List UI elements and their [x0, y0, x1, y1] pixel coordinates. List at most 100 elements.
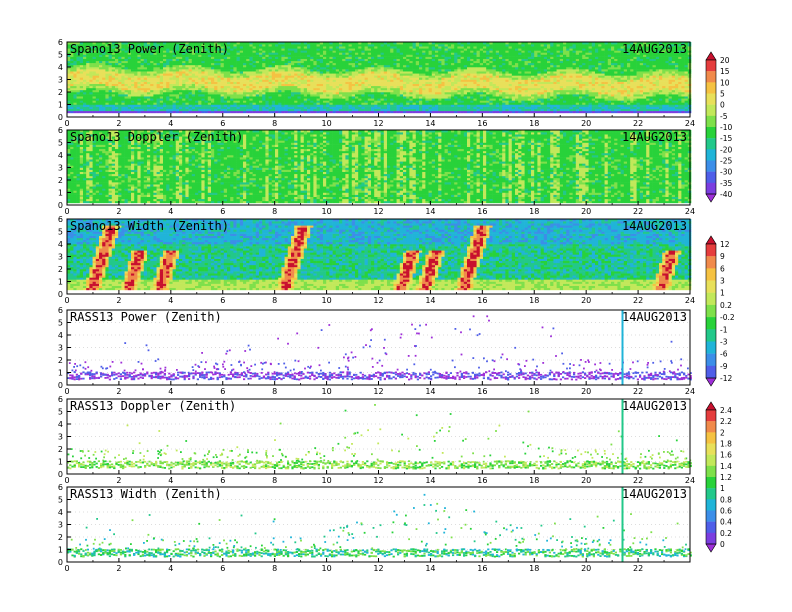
heatmap-cell [163, 77, 167, 79]
heatmap-cell [185, 67, 189, 69]
heatmap-cell [406, 94, 410, 96]
heatmap-cell [365, 46, 369, 48]
heatmap-cell [486, 48, 490, 50]
heatmap-cell [208, 73, 212, 75]
heatmap-cell [425, 48, 429, 50]
heatmap-cell [358, 65, 362, 67]
heatmap-cell [483, 84, 487, 86]
heatmap-cell [397, 65, 401, 67]
heatmap-cell [253, 111, 257, 113]
heatmap-cell [505, 46, 509, 48]
heatmap-cell [406, 77, 410, 79]
heatmap-cell [259, 67, 263, 69]
heatmap-cell [288, 92, 292, 94]
heatmap-cell [134, 77, 138, 79]
heatmap-cell [265, 86, 269, 88]
heatmap-cell [352, 63, 356, 65]
heatmap-cell [377, 59, 381, 61]
heatmap-cell [365, 90, 369, 92]
heatmap-cell [457, 98, 461, 100]
heatmap-cell [99, 77, 103, 79]
heatmap-cell [403, 98, 407, 100]
heatmap-cell [345, 73, 349, 75]
heatmap-cell [307, 94, 311, 96]
heatmap-cell [365, 52, 369, 54]
heatmap-cell [310, 92, 314, 94]
heatmap-cell [221, 105, 225, 107]
heatmap-cell [121, 80, 125, 82]
heatmap-cell [89, 67, 93, 69]
heatmap-cell [317, 86, 321, 88]
heatmap-cell [377, 98, 381, 100]
heatmap-cell [86, 92, 90, 94]
heatmap-cell [323, 57, 327, 59]
heatmap-cell [73, 102, 77, 104]
heatmap-cell [243, 67, 247, 69]
heatmap-cell [467, 98, 471, 100]
heatmap-cell [486, 92, 490, 94]
heatmap-cell [86, 94, 90, 96]
heatmap-cell [496, 82, 500, 84]
heatmap-cell [483, 44, 487, 46]
heatmap-cell [285, 71, 289, 73]
heatmap-cell [272, 82, 276, 84]
heatmap-cell [249, 109, 253, 111]
heatmap-cell [374, 46, 378, 48]
heatmap-cell [451, 90, 455, 92]
heatmap-cell [464, 55, 468, 57]
heatmap-cell [208, 69, 212, 71]
heatmap-cell [297, 55, 301, 57]
heatmap-cell [403, 73, 407, 75]
heatmap-cell [288, 107, 292, 109]
heatmap-cell [83, 57, 87, 59]
heatmap-cell [365, 65, 369, 67]
heatmap-cell [294, 77, 298, 79]
heatmap-cell [173, 90, 177, 92]
heatmap-cell [134, 96, 138, 98]
heatmap-cell [445, 55, 449, 57]
heatmap-cell [393, 71, 397, 73]
heatmap-cell [342, 48, 346, 50]
heatmap-cell [121, 109, 125, 111]
heatmap-cell [461, 57, 465, 59]
heatmap-cell [243, 82, 247, 84]
heatmap-cell [397, 48, 401, 50]
heatmap-cell [160, 96, 164, 98]
heatmap-cell [457, 96, 461, 98]
heatmap-cell [342, 80, 346, 82]
heatmap-cell [297, 80, 301, 82]
heatmap-cell [297, 102, 301, 104]
heatmap-cell [304, 107, 308, 109]
heatmap-cell [294, 59, 298, 61]
heatmap-cell [256, 94, 259, 96]
heatmap-cell [419, 98, 423, 100]
heatmap-cell [358, 80, 362, 82]
heatmap-cell [461, 107, 465, 109]
heatmap-cell [441, 109, 445, 111]
heatmap-cell [294, 107, 298, 109]
heatmap-cell [272, 92, 276, 94]
heatmap-cell [150, 84, 154, 86]
heatmap-cell [381, 69, 385, 71]
heatmap-cell [205, 107, 209, 109]
heatmap-cell [499, 86, 503, 88]
heatmap-cell [464, 67, 468, 69]
heatmap-cell [275, 71, 279, 73]
heatmap-cell [105, 90, 109, 92]
heatmap-cell [435, 52, 439, 54]
heatmap-cell [317, 84, 321, 86]
heatmap-cell [317, 90, 321, 92]
heatmap-cell [70, 71, 74, 73]
heatmap-cell [102, 96, 106, 98]
heatmap-cell [272, 109, 276, 111]
heatmap-cell [413, 71, 417, 73]
heatmap-cell [253, 73, 257, 75]
heatmap-cell [345, 82, 349, 84]
heatmap-cell [416, 48, 420, 50]
heatmap-cell [185, 63, 189, 65]
heatmap-cell [240, 48, 244, 50]
heatmap-cell [99, 69, 103, 71]
heatmap-cell [173, 69, 177, 71]
heatmap-cell [464, 92, 468, 94]
heatmap-cell [307, 65, 311, 67]
